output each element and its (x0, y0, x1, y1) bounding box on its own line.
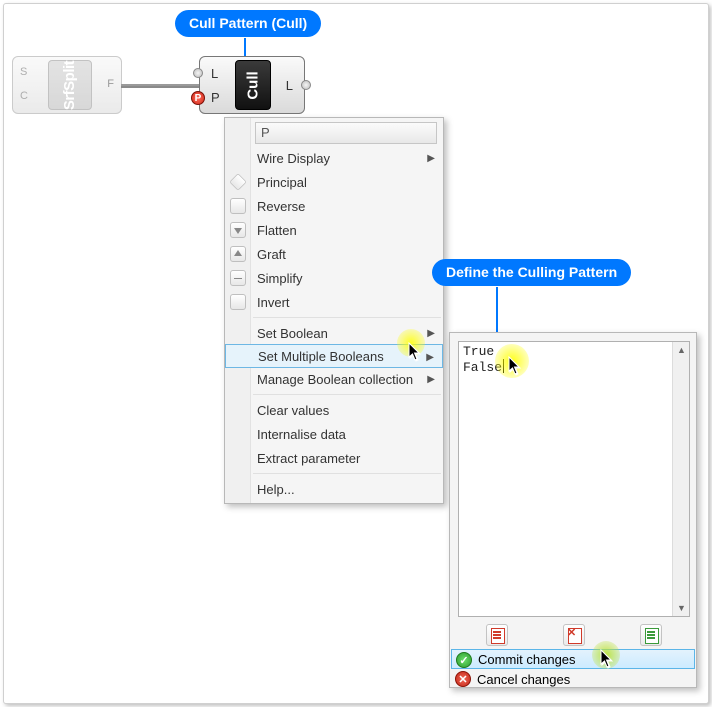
menu-invert[interactable]: Invert (225, 290, 443, 314)
port-c[interactable]: C (20, 90, 28, 102)
menu-flatten[interactable]: Flatten (225, 218, 443, 242)
menu-extract-parameter[interactable]: Extract parameter (225, 446, 443, 470)
menu-manage-boolean-collection[interactable]: Manage Boolean collection▶ (225, 367, 443, 391)
callout-define-culling: Define the Culling Pattern (432, 259, 631, 286)
menu-separator (253, 473, 441, 474)
menu-separator (253, 317, 441, 318)
menu-reverse[interactable]: Reverse (225, 194, 443, 218)
doc-buttons (458, 621, 690, 649)
close-icon: ✕ (455, 671, 471, 687)
port-l-in[interactable]: L (211, 66, 218, 81)
menu-simplify[interactable]: Simplify (225, 266, 443, 290)
menu-set-multiple-booleans[interactable]: Set Multiple Booleans▶ (225, 344, 443, 368)
doc-button-new[interactable] (640, 624, 662, 646)
port-s[interactable]: S (20, 66, 27, 78)
doc-button-1[interactable] (486, 624, 508, 646)
scroll-up-icon[interactable]: ▲ (673, 342, 690, 358)
menu-graft[interactable]: Graft (225, 242, 443, 266)
box-icon (230, 198, 246, 214)
scroll-down-icon[interactable]: ▼ (673, 600, 690, 616)
doc-button-delete[interactable] (563, 624, 585, 646)
diamond-icon (229, 173, 247, 191)
simplify-icon (230, 270, 246, 286)
grip-in-l[interactable] (193, 68, 203, 78)
component-name: SrfSplit (48, 60, 92, 110)
boolean-editor-panel: True False ▲ ▼ ✓ Commit changes ✕ Cancel… (449, 332, 697, 688)
port-l-out[interactable]: L (286, 78, 293, 93)
menu-separator (253, 394, 441, 395)
grip-in-p[interactable]: P (191, 91, 205, 105)
context-menu: P Wire Display▶ Principal Reverse Flatte… (224, 117, 444, 504)
menu-internalise-data[interactable]: Internalise data (225, 422, 443, 446)
commit-changes-button[interactable]: ✓ Commit changes (451, 649, 695, 669)
menu-clear-values[interactable]: Clear values (225, 398, 443, 422)
component-name: Cull (235, 60, 271, 110)
menu-help[interactable]: Help... (225, 477, 443, 501)
component-srfsplit[interactable]: S C SrfSplit F (12, 56, 122, 114)
cancel-changes-button[interactable]: ✕ Cancel changes (451, 669, 695, 689)
scrollbar[interactable]: ▲ ▼ (672, 342, 689, 616)
menu-wire-display[interactable]: Wire Display▶ (225, 146, 443, 170)
wire (121, 84, 199, 88)
flatten-icon (230, 222, 246, 238)
canvas-wrap: Cull Pattern (Cull) S C SrfSplit F P L P… (3, 3, 709, 704)
menu-principal[interactable]: Principal (225, 170, 443, 194)
callout-cull-pattern: Cull Pattern (Cull) (175, 10, 321, 37)
callout-stem (244, 38, 246, 58)
grip-out-l[interactable] (301, 80, 311, 90)
box-icon (230, 294, 246, 310)
port-f[interactable]: F (107, 78, 114, 90)
menu-set-boolean[interactable]: Set Boolean▶ (225, 321, 443, 345)
port-p-in[interactable]: P (211, 90, 220, 105)
check-icon: ✓ (456, 652, 472, 668)
textarea-content: True False (463, 344, 504, 375)
menu-text-field[interactable]: P (255, 122, 437, 144)
boolean-textarea[interactable]: True False ▲ ▼ (458, 341, 690, 617)
graft-icon (230, 246, 246, 262)
component-cull[interactable]: P L P Cull L (199, 56, 305, 114)
